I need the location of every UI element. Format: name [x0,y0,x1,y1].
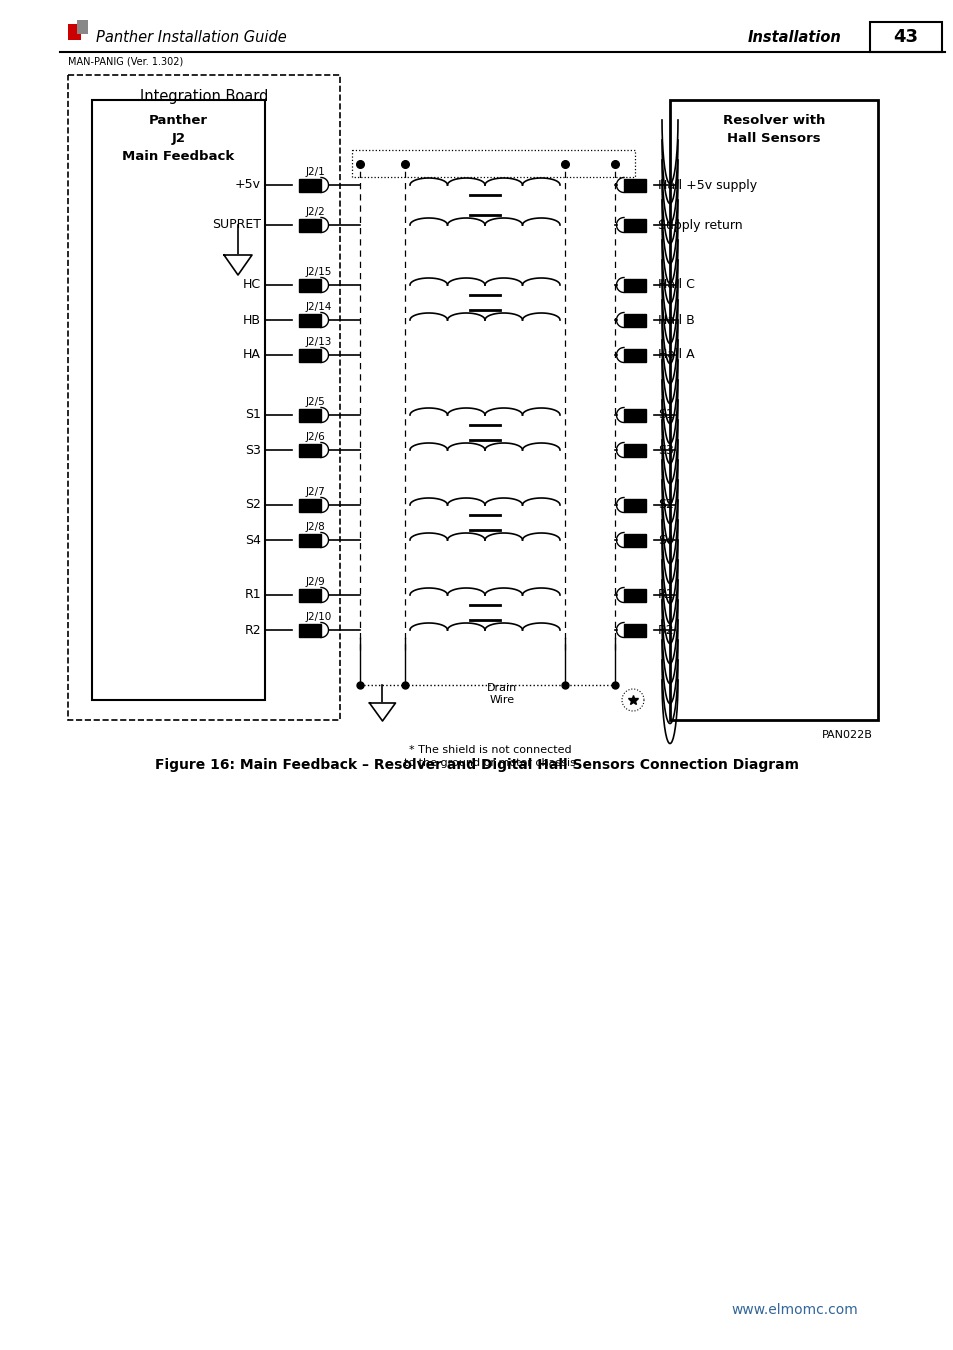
Text: Panther Installation Guide: Panther Installation Guide [96,31,287,46]
Bar [669,100,877,720]
Bar [623,589,645,602]
Bar [869,22,941,53]
Text: S3: S3 [658,444,673,456]
Bar [623,178,645,192]
Text: J2/6: J2/6 [306,432,325,441]
Text: S1: S1 [245,409,261,421]
Text: R1: R1 [658,589,674,602]
Text: HB: HB [243,313,261,327]
Bar [298,589,320,602]
Text: S2: S2 [245,498,261,512]
Bar [77,20,88,34]
Text: S2: S2 [658,498,673,512]
Text: J2/13: J2/13 [306,338,332,347]
Bar [623,444,645,456]
Text: SUPRET: SUPRET [212,219,261,231]
Text: +5v: +5v [234,178,261,192]
Text: Supply return: Supply return [658,219,741,231]
Bar [623,219,645,231]
Text: PAN022B: PAN022B [821,730,872,740]
Text: J2/7: J2/7 [306,487,325,497]
Bar [623,409,645,421]
Bar [298,409,320,421]
Bar [298,498,320,512]
Bar [68,24,81,40]
Text: Integration Board: Integration Board [140,89,268,104]
Text: Drain
Wire: Drain Wire [487,683,517,705]
Text: J2/8: J2/8 [306,522,325,532]
Text: Hall +5v supply: Hall +5v supply [658,178,757,192]
Text: Figure 16: Main Feedback – Resolver and Digital Hall Sensors Connection Diagram: Figure 16: Main Feedback – Resolver and … [154,757,799,772]
Text: R2: R2 [658,624,674,636]
Text: Hall C: Hall C [658,278,694,292]
Bar [352,150,635,177]
Text: S3: S3 [245,444,261,456]
Text: Hall B: Hall B [658,313,694,327]
Text: Resolver with
Hall Sensors: Resolver with Hall Sensors [722,113,824,144]
Bar [298,278,320,292]
Text: J2/5: J2/5 [306,397,325,406]
Text: J2/9: J2/9 [306,576,325,587]
Text: J2/14: J2/14 [306,302,332,312]
Bar [623,533,645,547]
Bar [623,313,645,327]
Text: S1: S1 [658,409,673,421]
Text: R2: R2 [244,624,261,636]
Text: HA: HA [243,348,261,362]
Bar [298,624,320,636]
Text: S4: S4 [658,533,673,547]
Text: * The shield is not connected
to the ground or motor chassis: * The shield is not connected to the gro… [404,745,576,768]
Bar [623,348,645,362]
Text: J2/10: J2/10 [306,612,332,622]
Bar [68,76,339,720]
Bar [623,624,645,636]
Text: J2/15: J2/15 [306,267,332,277]
Text: www.elmomc.com: www.elmomc.com [731,1303,858,1318]
Text: Installation: Installation [747,31,841,46]
Text: J2/2: J2/2 [306,207,325,217]
Text: J2/1: J2/1 [306,167,325,177]
Text: S4: S4 [245,533,261,547]
Text: 43: 43 [893,28,918,46]
Text: Hall A: Hall A [658,348,694,362]
Bar [91,100,265,701]
Text: Panther
J2
Main Feedback: Panther J2 Main Feedback [122,113,234,163]
Bar [298,444,320,456]
Bar [298,219,320,231]
Text: MAN-PANIG (Ver. 1.302): MAN-PANIG (Ver. 1.302) [68,57,183,68]
Bar [298,313,320,327]
Bar [623,498,645,512]
Text: HC: HC [243,278,261,292]
Bar [298,178,320,192]
Polygon shape [224,255,252,275]
Text: R1: R1 [244,589,261,602]
Polygon shape [369,703,395,721]
Bar [298,533,320,547]
Bar [623,278,645,292]
Bar [298,348,320,362]
